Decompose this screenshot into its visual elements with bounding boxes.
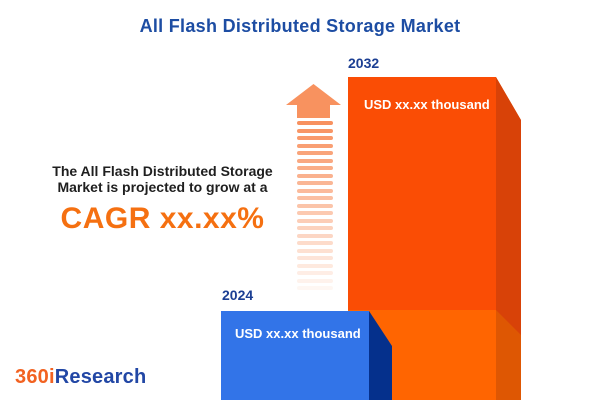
bar-2032-year-label: 2032 <box>348 55 380 71</box>
growth-description-line2: Market is projected to grow at a <box>57 179 268 195</box>
bar-2024-year-label: 2024 <box>222 287 254 303</box>
cagr-value: CAGR xx.xx% <box>60 202 265 235</box>
growth-description: The All Flash Distributed Storage Market… <box>20 163 305 236</box>
growth-arrow-head-icon <box>286 84 341 118</box>
brand-logo: 360iResearch <box>15 366 146 389</box>
bar-2032-side-face <box>496 77 521 400</box>
growth-arrow-tail-stripes <box>297 121 333 294</box>
brand-logo-research: Research <box>54 366 147 388</box>
page-title: All Flash Distributed Storage Market <box>139 16 461 36</box>
bar-2024-value-label: USD xx.xx thousand <box>235 326 361 341</box>
bar-2024: USD xx.xx thousand <box>221 311 369 400</box>
bar-2032-value-label: USD xx.xx thousand <box>364 97 490 112</box>
growth-description-line1: The All Flash Distributed Storage <box>52 163 273 179</box>
bar-2032-front-upper-section <box>348 77 496 310</box>
brand-logo-360i: 360i <box>15 366 55 388</box>
bar-2032-side-upper-section <box>496 77 521 335</box>
